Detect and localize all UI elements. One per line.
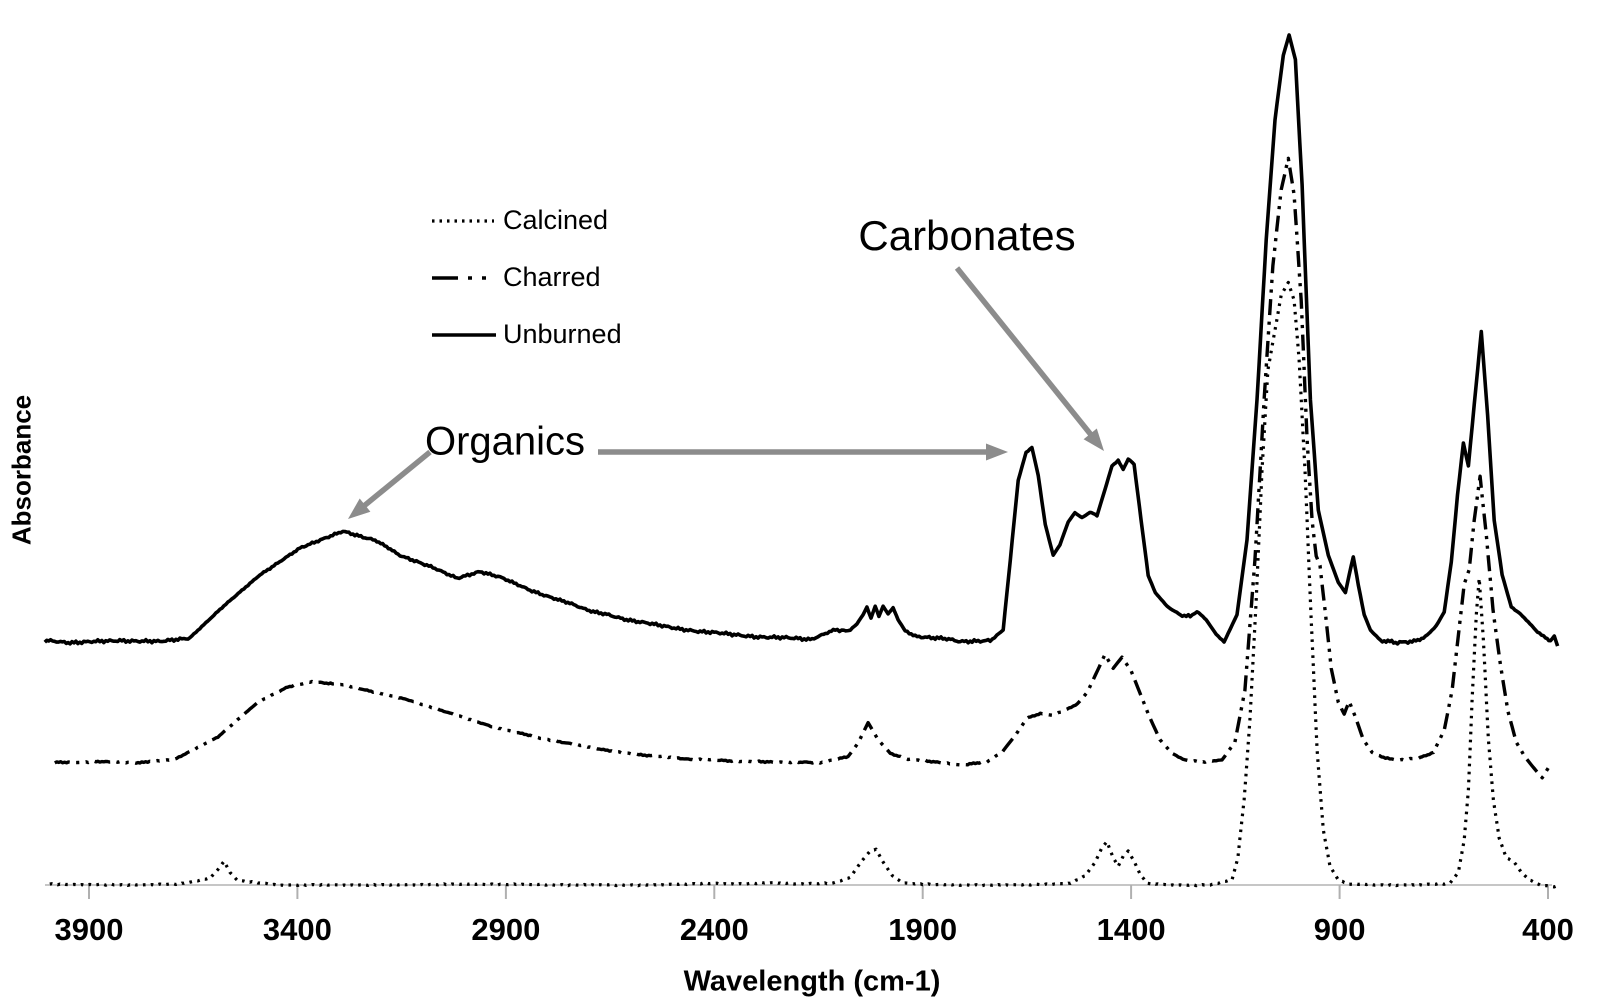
x-tick-label-1900: 1900	[888, 912, 958, 947]
x-tick-label-400: 400	[1522, 912, 1574, 947]
trace-charred	[54, 156, 1554, 780]
y-axis-title: Absorbance	[6, 394, 37, 546]
solid-line-sample-icon	[432, 332, 496, 337]
legend-label-charred: Charred	[503, 262, 601, 292]
legend-item-charred: Charred	[430, 249, 622, 306]
legend: Calcined Charred Unburned	[430, 192, 622, 363]
x-tick-label-900: 900	[1313, 912, 1366, 947]
trace-calcined	[49, 280, 1561, 889]
legend-item-unburned: Unburned	[430, 306, 622, 363]
annotation-carbonates: Carbonates	[858, 212, 1076, 259]
dash-dot-line-sample-icon	[432, 275, 496, 280]
x-tick-label-3900: 3900	[54, 912, 124, 947]
x-tick-label-2900: 2900	[471, 912, 541, 947]
x-tick-label-1400: 1400	[1096, 912, 1166, 947]
organics-arrow-left	[348, 449, 432, 519]
x-tick-label-2400: 2400	[679, 912, 749, 947]
legend-label-unburned: Unburned	[503, 319, 622, 349]
trace-unburned	[43, 33, 1560, 647]
legend-label-calcined: Calcined	[503, 205, 609, 235]
dotted-line-sample-icon	[432, 218, 494, 223]
carbonates-arrow	[954, 266, 1104, 451]
x-tick-label-3400: 3400	[262, 912, 332, 947]
x-axis	[45, 884, 1552, 899]
legend-item-calcined: Calcined	[430, 192, 622, 249]
x-axis-title: Wavelength (cm-1)	[683, 965, 941, 998]
annotation-organics: Organics	[424, 419, 586, 464]
organics-arrow-right	[598, 443, 1008, 461]
